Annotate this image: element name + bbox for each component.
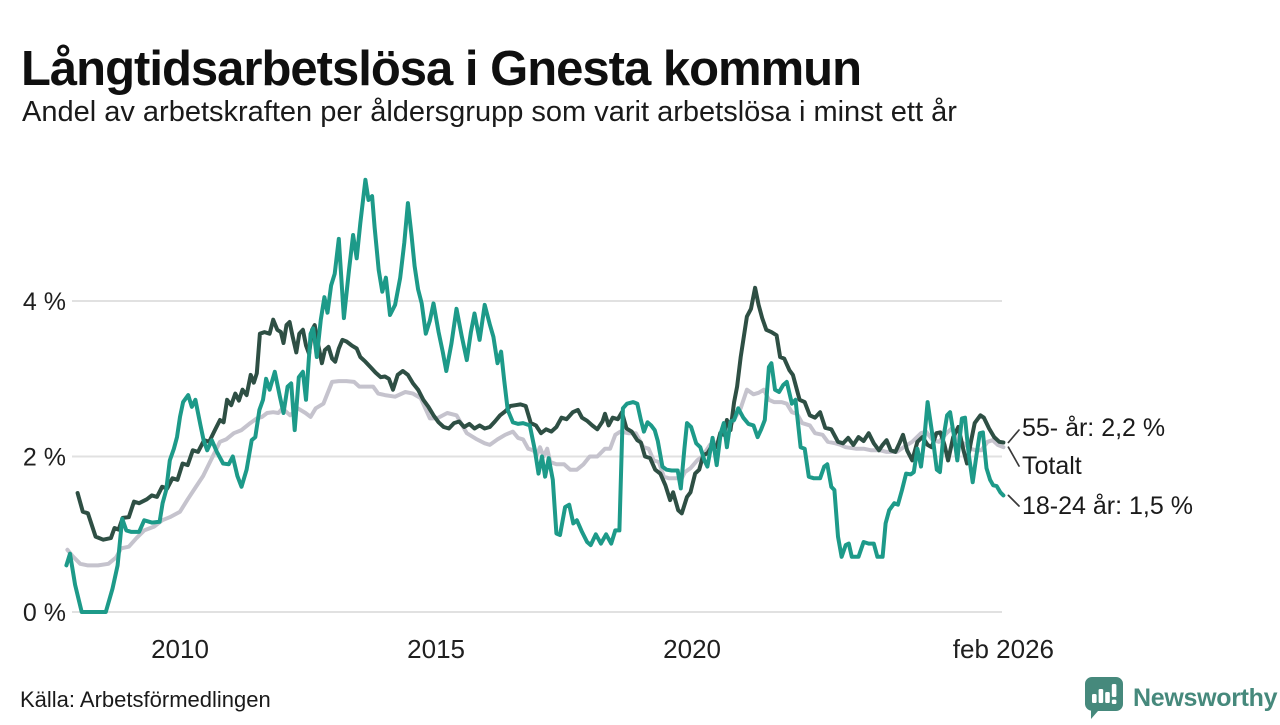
- series-line-55-ar: [75, 285, 1006, 542]
- x-tick-label: feb 2026: [953, 634, 1054, 664]
- series-end-label-55-ar: 55- år: 2,2 %: [1022, 414, 1166, 442]
- newsworthy-bubble-chart-icon: [1084, 676, 1124, 720]
- y-tick-label: 0 %: [23, 599, 66, 627]
- page-subtitle: Andel av arbetskraften per åldersgrupp s…: [22, 96, 957, 128]
- series-end-label-totalt: Totalt: [1022, 452, 1082, 480]
- newsworthy-logo-text: Newsworthy: [1133, 683, 1278, 712]
- label-connector-18-24-ar: [1007, 494, 1020, 507]
- label-connector-totalt: [1007, 446, 1020, 467]
- page-title: Långtidsarbetslösa i Gnesta kommun: [21, 41, 862, 96]
- x-tick-label: 2015: [407, 634, 465, 664]
- series-line-totalt: [65, 379, 1006, 568]
- source-note: Källa: Arbetsförmedlingen: [20, 687, 271, 712]
- y-tick-label: 2 %: [23, 444, 66, 472]
- series-line-18-24-ar: [64, 177, 1006, 614]
- y-tick-label: 4 %: [23, 288, 66, 316]
- series-end-label-18-24-ar: 18-24 år: 1,5 %: [1022, 492, 1193, 520]
- x-tick-label: 2010: [151, 634, 209, 664]
- label-connector-55-ar: [1007, 429, 1020, 444]
- x-tick-label: 2020: [663, 634, 721, 664]
- newsworthy-logo: Newsworthy: [1084, 676, 1278, 720]
